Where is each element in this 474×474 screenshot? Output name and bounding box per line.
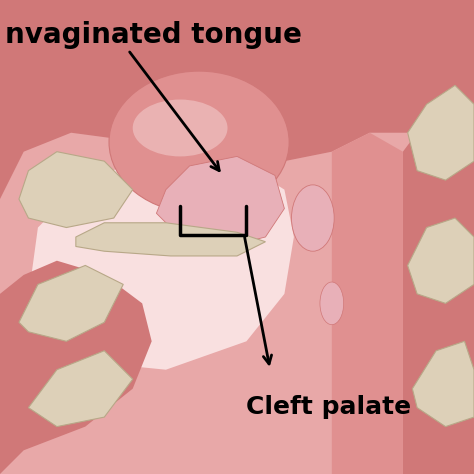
Polygon shape: [408, 85, 474, 180]
Ellipse shape: [109, 71, 289, 213]
Polygon shape: [76, 223, 265, 256]
Polygon shape: [0, 0, 474, 199]
Ellipse shape: [320, 282, 344, 325]
Polygon shape: [19, 152, 133, 228]
Polygon shape: [19, 265, 123, 341]
Ellipse shape: [292, 185, 334, 251]
Polygon shape: [156, 156, 284, 246]
Polygon shape: [28, 351, 133, 427]
Text: nvaginated tongue: nvaginated tongue: [5, 21, 301, 49]
Ellipse shape: [133, 100, 228, 156]
Polygon shape: [332, 133, 403, 474]
Polygon shape: [408, 218, 474, 303]
Polygon shape: [412, 341, 474, 427]
Polygon shape: [403, 0, 474, 474]
Polygon shape: [24, 152, 294, 370]
Polygon shape: [0, 261, 152, 474]
Text: Cleft palate: Cleft palate: [246, 395, 411, 419]
